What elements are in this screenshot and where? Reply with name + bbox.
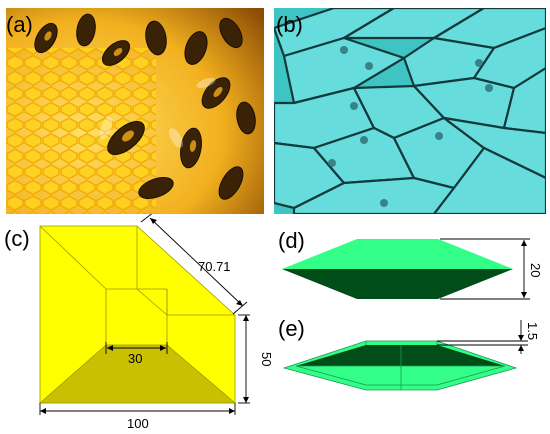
dim-label-diagonal: 70.71 (198, 259, 231, 274)
panel-label-b: (b) (276, 12, 303, 37)
dim-label-inner: 30 (128, 351, 142, 366)
diagram-d: 20 (282, 238, 543, 300)
cells-photo-drawing (274, 8, 546, 214)
panel-label-c: (c) (4, 226, 30, 251)
panel-label-e: (e) (278, 316, 305, 341)
bees-photo (6, 8, 264, 214)
dim-label-d-height: 20 (528, 263, 543, 277)
bees-photo-drawing (6, 8, 264, 214)
shell-inner-cavity (296, 345, 505, 366)
dim-label-height: 50 (259, 352, 274, 366)
diagram-e: 1.5 (282, 320, 540, 391)
pyramid-outline (39, 225, 236, 404)
cells-photo (274, 8, 546, 214)
prism-top-face (282, 239, 513, 269)
diagram-c: 70.71 30 50 100 (38, 214, 274, 431)
dim-diagonal-line (149, 217, 244, 307)
panel-label-d: (d) (278, 228, 305, 253)
prism-bottom-face (282, 269, 513, 299)
pyramid-inner-edges (39, 225, 235, 345)
panel-label-a: (a) (6, 12, 33, 37)
dim-label-width: 100 (127, 416, 149, 431)
dim-label-e-offset: 1.5 (525, 322, 540, 340)
